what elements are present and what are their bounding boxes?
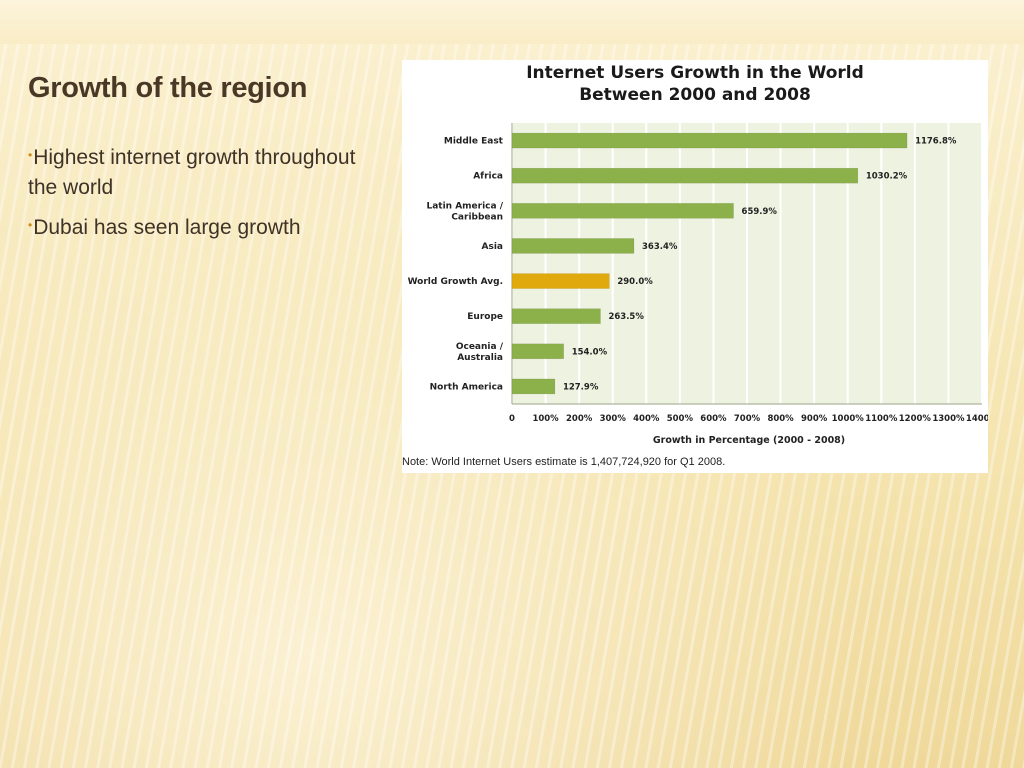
tick-label: 1400% xyxy=(966,414,988,424)
bullet-text: Dubai has seen large growth xyxy=(33,216,301,239)
tick-label: 400% xyxy=(633,414,660,424)
category-label: Latin America / xyxy=(426,201,503,211)
category-label: Europe xyxy=(467,312,503,322)
tick-label: 500% xyxy=(667,414,694,424)
bar xyxy=(511,238,635,254)
tick-label: 200% xyxy=(566,414,593,424)
tick-label: 0 xyxy=(509,414,515,424)
tick-label: 1300% xyxy=(932,414,965,424)
category-label: Oceania / xyxy=(456,342,504,352)
bar xyxy=(511,273,610,289)
bullet-item: •Highest internet growth throughout the … xyxy=(28,140,368,203)
bar xyxy=(511,167,859,184)
tick-label: 1100% xyxy=(865,414,898,424)
chart-note: Note: World Internet Users estimate is 1… xyxy=(402,456,726,468)
tick-label: 600% xyxy=(700,414,727,424)
data-label: 290.0% xyxy=(617,277,653,287)
tick-label: 700% xyxy=(734,414,761,424)
bullet-item: •Dubai has seen large growth xyxy=(28,210,368,243)
bullet-dot-icon: • xyxy=(28,148,33,162)
data-label: 659.9% xyxy=(742,207,778,217)
tick-label: 1200% xyxy=(899,414,932,424)
category-label: North America xyxy=(430,382,503,392)
bar xyxy=(511,378,556,395)
bar xyxy=(511,203,734,219)
data-label: 263.5% xyxy=(608,312,644,322)
tick-label: 800% xyxy=(767,414,794,424)
category-label: World Growth Avg. xyxy=(408,277,503,287)
slide-title: Growth of the region xyxy=(28,72,308,104)
bullet-text: Highest internet growth throughout the w… xyxy=(28,146,356,199)
x-axis-title: Growth in Percentage (2000 - 2008) xyxy=(653,435,845,446)
tick-label: 1000% xyxy=(832,414,865,424)
tick-label: 900% xyxy=(801,414,828,424)
data-label: 154.0% xyxy=(572,347,608,357)
category-label: Australia xyxy=(457,353,503,363)
data-label: 363.4% xyxy=(642,242,678,252)
chart-title-line1: Internet Users Growth in the World xyxy=(526,63,864,83)
chart-image: Internet Users Growth in the World Betwe… xyxy=(402,60,988,473)
category-label: Asia xyxy=(482,242,503,252)
bar xyxy=(511,308,601,324)
data-label: 1030.2% xyxy=(866,172,908,182)
category-label: Caribbean xyxy=(451,212,503,222)
category-label: Africa xyxy=(473,172,503,182)
tick-label: 300% xyxy=(600,414,627,424)
data-label: 1176.8% xyxy=(915,137,957,147)
chart-title: Internet Users Growth in the World Betwe… xyxy=(402,62,988,106)
category-label: Middle East xyxy=(444,137,504,147)
chart-title-line2: Between 2000 and 2008 xyxy=(579,85,811,105)
bullet-list: •Highest internet growth throughout the … xyxy=(28,140,368,250)
slide-top-band xyxy=(0,0,1024,44)
bar xyxy=(511,343,564,360)
tick-label: 100% xyxy=(532,414,559,424)
bullet-dot-icon: • xyxy=(28,218,33,232)
bar-chart: 1176.8% Middle East 1030.2% Africa 659.9% Lat… xyxy=(408,123,988,446)
data-label: 127.9% xyxy=(563,382,599,392)
bar xyxy=(511,132,908,149)
